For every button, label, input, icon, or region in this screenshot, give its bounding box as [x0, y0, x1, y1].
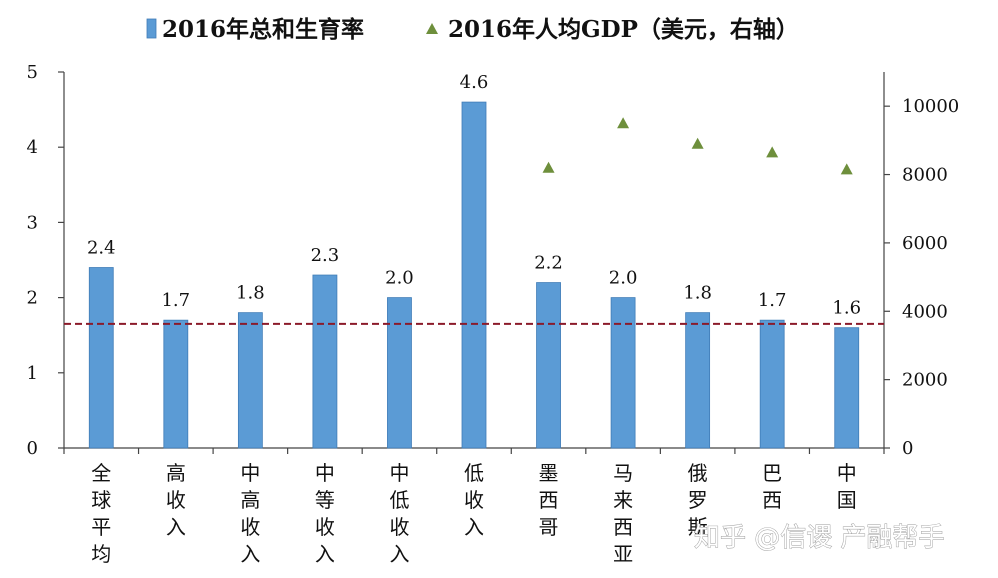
bar — [536, 282, 561, 449]
left-axis-tick-label: 5 — [27, 62, 38, 83]
bar — [312, 274, 338, 449]
category-label: 中国 — [837, 461, 857, 512]
right-axis-tick-label: 4000 — [902, 301, 948, 322]
axes: 0 1 2 3 4 5 0 2000 4000 6000 8000 10000 — [27, 62, 960, 459]
right-axis-tick-label: 2000 — [902, 370, 948, 391]
left-axis-tick-label: 0 — [27, 438, 38, 459]
watermark: 知乎 @信谡 产融帮手 — [694, 523, 945, 553]
bar — [759, 319, 785, 449]
bar-value-label: 1.8 — [683, 283, 712, 304]
gdp-point — [542, 161, 555, 173]
bar-value-label: 1.7 — [758, 290, 787, 311]
right-axis-tick-label: 0 — [902, 438, 913, 459]
category-label: 马来西亚 — [613, 461, 633, 566]
gdp-series — [542, 117, 853, 175]
bar — [461, 101, 487, 449]
bar-value-label: 1.6 — [832, 298, 861, 319]
right-axis-tick-label: 10000 — [902, 96, 959, 117]
legend-triangle-marker — [426, 23, 438, 34]
bar — [610, 297, 636, 449]
category-label: 全球平均 — [91, 461, 111, 566]
bar — [88, 267, 114, 449]
legend-bar-swatch — [146, 18, 157, 39]
right-axis-tick-label: 8000 — [902, 165, 948, 186]
gdp-point — [691, 137, 704, 149]
bar-value-label: 2.2 — [534, 253, 563, 274]
bar-series — [88, 101, 860, 449]
legend: 2016年总和生育率 2016年人均GDP（美元，右轴） — [146, 16, 799, 43]
bar-value-label: 2.4 — [87, 238, 116, 259]
bar — [685, 312, 711, 449]
category-label: 中等收入 — [315, 461, 335, 566]
category-label: 中低收入 — [389, 461, 409, 566]
data-labels: 2.4 1.7 1.8 2.3 2.0 4.6 2.2 2.0 1.8 1.7 1.6 — [87, 72, 861, 319]
left-axis-tick-label: 2 — [27, 288, 38, 309]
bar-value-label: 2.0 — [609, 268, 638, 289]
gdp-point — [840, 163, 853, 175]
category-label: 巴西 — [762, 461, 782, 512]
gdp-point — [617, 117, 630, 129]
bar — [237, 312, 263, 449]
bar-value-label: 1.8 — [236, 283, 265, 304]
bar-value-label: 2.0 — [385, 268, 414, 289]
legend-label-gdp: 2016年人均GDP（美元，右轴） — [448, 16, 799, 43]
left-axis-tick-label: 4 — [27, 137, 38, 158]
right-axis-tick-label: 6000 — [902, 233, 948, 254]
gdp-point — [766, 146, 779, 158]
bar — [163, 319, 189, 449]
category-label: 低收入 — [464, 461, 484, 539]
category-label: 中高收入 — [240, 461, 260, 566]
bar — [834, 327, 860, 449]
left-axis-tick-label: 3 — [27, 212, 38, 233]
category-label: 高收入 — [166, 461, 186, 539]
category-labels: 全球平均 高收入 中高收入 中等收入 中低收入 低收入 墨西哥 马来西亚 俄罗斯 巴西 中国 — [91, 461, 856, 566]
bar-value-label: 2.3 — [311, 245, 340, 266]
category-label: 俄罗斯 — [688, 461, 708, 539]
bar-value-label: 1.7 — [161, 290, 190, 311]
bar — [387, 297, 412, 449]
legend-label-fertility: 2016年总和生育率 — [162, 16, 364, 43]
category-label: 墨西哥 — [539, 461, 559, 539]
left-axis-tick-label: 1 — [27, 363, 38, 384]
bar-value-label: 4.6 — [460, 72, 489, 93]
